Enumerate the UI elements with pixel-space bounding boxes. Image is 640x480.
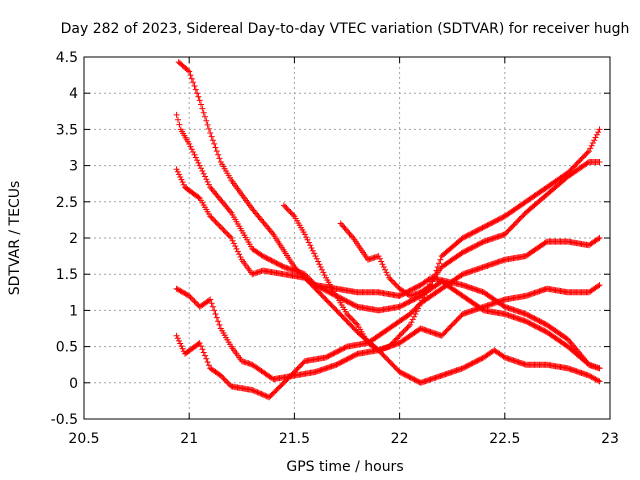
series-track-3 <box>173 166 603 372</box>
y-axis-label: SDTVAR / TECUs <box>7 181 23 296</box>
data-markers <box>173 59 603 401</box>
axis-ticks: 20.5 21 21.5 22 22.5 23-0.500.511.522.533.544… <box>51 50 619 447</box>
chart-title: Day 282 of 2023, Sidereal Day-to-day VTE… <box>61 21 630 37</box>
x-tick-label: 20.5 <box>68 431 99 447</box>
y-tick-label: 1 <box>69 303 78 319</box>
x-tick-label: 21 <box>180 431 198 447</box>
x-tick-label: 22.5 <box>489 431 520 447</box>
plus-markers <box>337 126 603 299</box>
y-tick-label: 3 <box>69 159 78 175</box>
series-track-7 <box>337 126 603 299</box>
y-tick-label: 4.5 <box>56 50 78 66</box>
series-track-1 <box>175 59 603 386</box>
x-tick-label: 23 <box>601 431 619 447</box>
y-tick-label: 4 <box>69 86 78 102</box>
y-tick-label: -0.5 <box>51 412 78 428</box>
plus-markers <box>175 59 603 386</box>
x-tick-label: 22 <box>391 431 409 447</box>
plus-markers <box>173 282 603 383</box>
y-tick-label: 0.5 <box>56 340 78 356</box>
y-tick-label: 2 <box>69 231 78 247</box>
y-tick-label: 0 <box>69 376 78 392</box>
series-track-4 <box>173 282 603 383</box>
y-tick-label: 3.5 <box>56 122 78 138</box>
x-tick-label: 21.5 <box>279 431 310 447</box>
x-axis-label: GPS time / hours <box>286 459 403 475</box>
y-tick-label: 2.5 <box>56 195 78 211</box>
plus-markers <box>173 166 603 372</box>
y-tick-label: 1.5 <box>56 267 78 283</box>
